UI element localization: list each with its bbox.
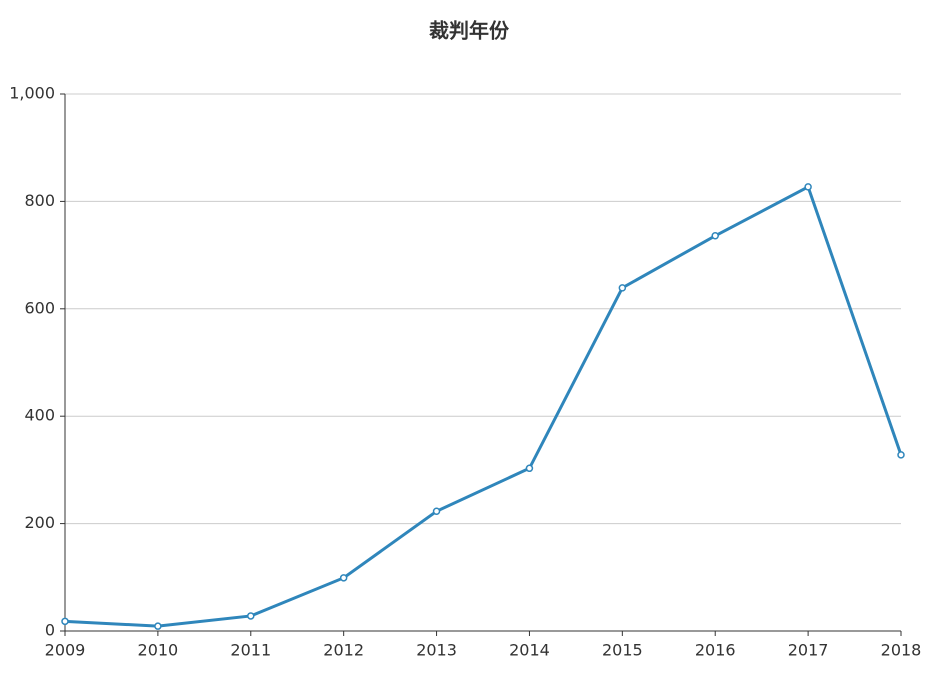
- y-tick-label: 0: [45, 621, 55, 640]
- x-tick-label: 2016: [695, 641, 736, 660]
- point: [711, 232, 719, 240]
- point: [897, 451, 905, 459]
- x-tick-label: 2013: [416, 641, 457, 660]
- y-tick-label: 800: [24, 191, 55, 210]
- y-tick-label: 200: [24, 513, 55, 532]
- y-tick-label: 1,000: [9, 84, 55, 103]
- point: [804, 183, 812, 191]
- point: [154, 622, 162, 630]
- point: [247, 612, 255, 620]
- x-tick-label: 2014: [509, 641, 550, 660]
- point: [525, 464, 534, 473]
- y-tick-label: 400: [24, 406, 55, 425]
- x-tick-label: 2010: [138, 641, 179, 660]
- point: [618, 284, 627, 292]
- line: [64, 184, 903, 628]
- x-tick-label: 2017: [788, 641, 829, 660]
- x-tick-label: 2009: [45, 641, 86, 660]
- point: [432, 507, 441, 515]
- point: [339, 574, 348, 582]
- chart-title: 裁判年份: [429, 19, 510, 43]
- x-tick-label: 2012: [323, 641, 364, 660]
- y-tick-label: 600: [24, 298, 55, 317]
- point: [61, 617, 69, 626]
- x-tick-label: 2011: [230, 641, 271, 660]
- x-tick-label: 2018: [881, 641, 922, 660]
- x-tick-label: 2015: [602, 641, 643, 660]
